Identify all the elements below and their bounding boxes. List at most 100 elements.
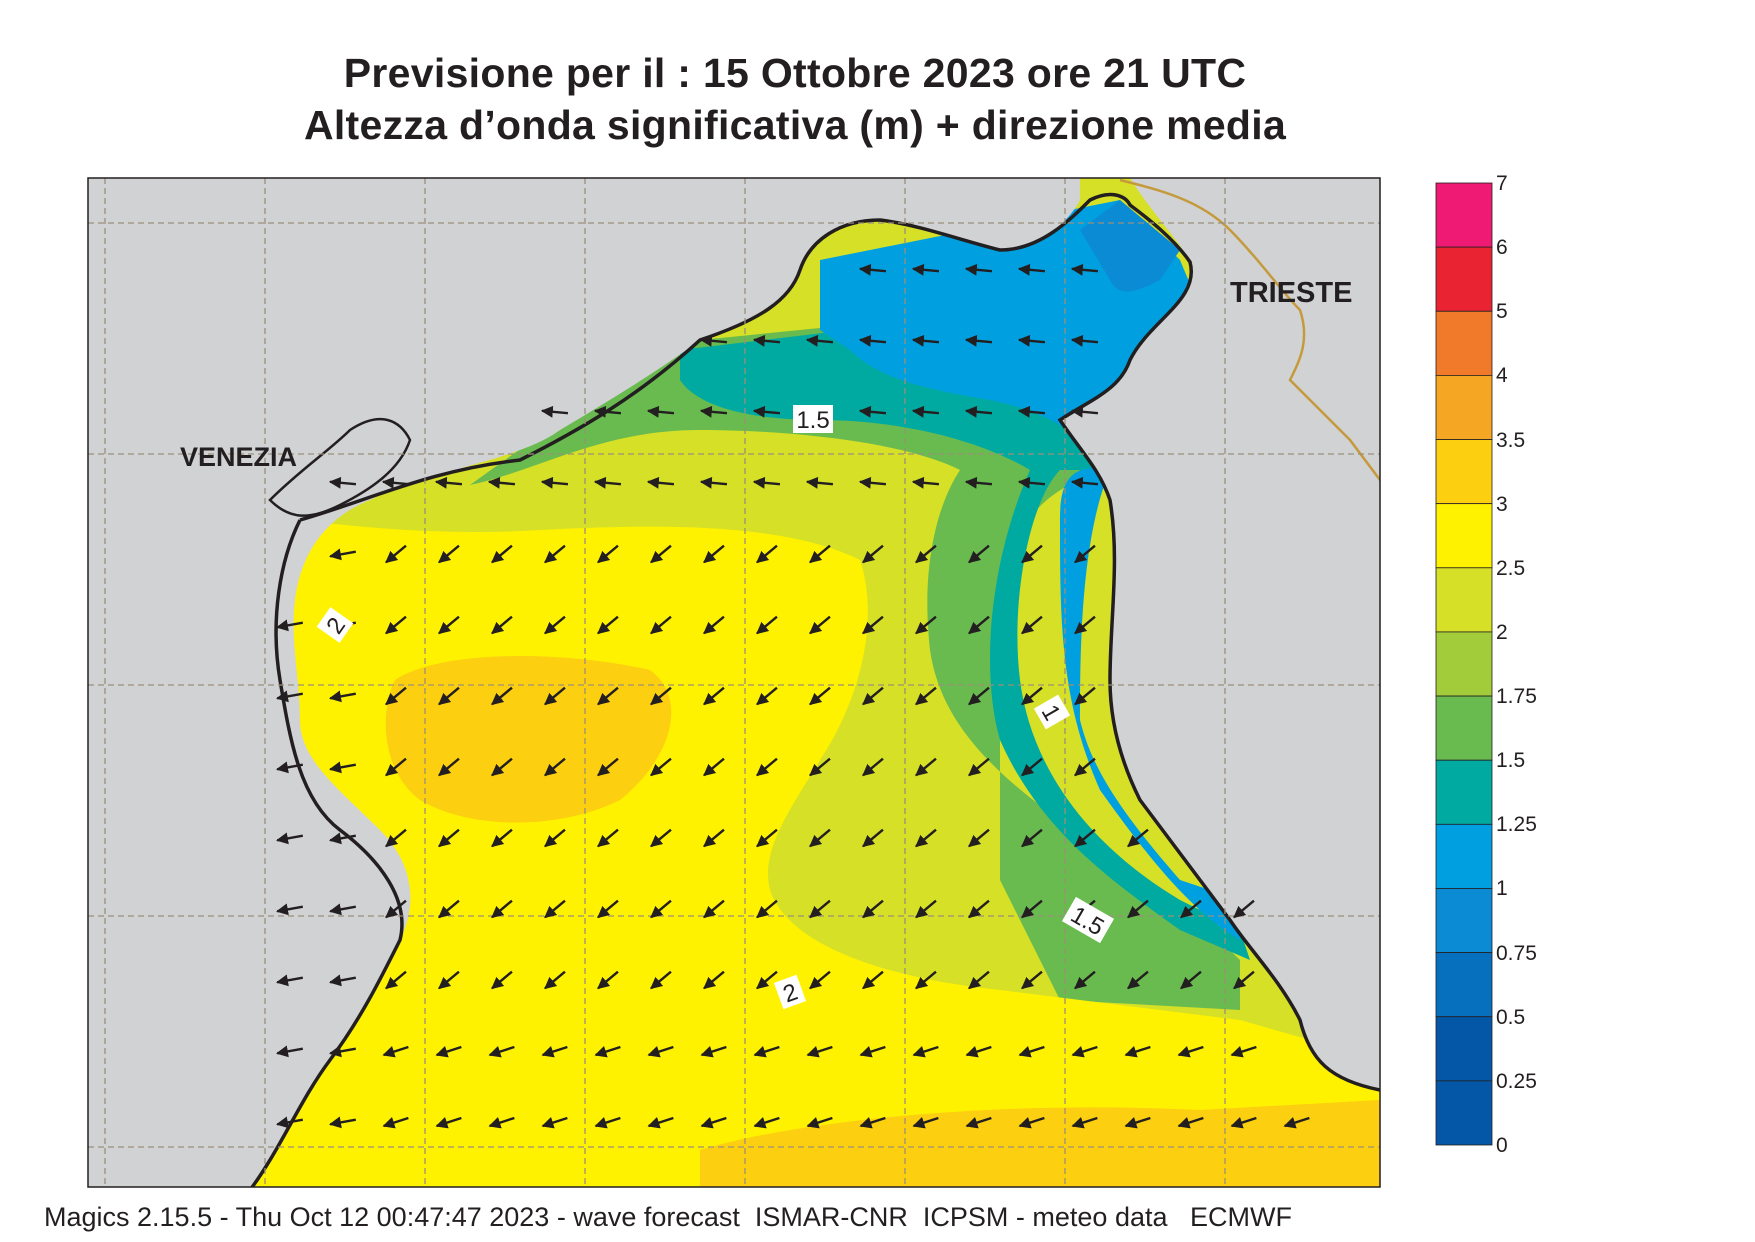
- wave-direction-arrow: [912, 1116, 939, 1129]
- wave-direction-arrow: [491, 970, 513, 990]
- wave-direction-arrow: [756, 899, 778, 919]
- legend-swatch: [1435, 567, 1493, 633]
- legend-tick-label: 4: [1496, 364, 1508, 388]
- wave-direction-arrow: [805, 476, 834, 489]
- wave-direction-arrow: [647, 1116, 674, 1129]
- wave-direction-arrow: [276, 761, 304, 774]
- contour-label: 2: [773, 974, 807, 1010]
- wave-direction-arrow: [858, 334, 887, 347]
- coastline-west: [250, 519, 404, 1187]
- wave-direction-arrow: [1233, 899, 1255, 919]
- footer-credits: Magics 2.15.5 - Thu Oct 12 00:47:47 2023…: [44, 1202, 1292, 1232]
- wave-direction-arrow: [382, 1116, 409, 1129]
- wave-direction-arrow: [488, 1116, 515, 1129]
- wave-direction-arrow: [541, 1116, 568, 1129]
- wave-direction-arrow: [385, 828, 407, 848]
- wave-direction-arrow: [276, 619, 304, 632]
- wave-direction-arrow: [650, 899, 672, 919]
- wave-direction-arrow: [964, 334, 993, 347]
- wave-direction-arrow: [1017, 334, 1046, 347]
- wave-direction-arrow: [911, 476, 940, 489]
- wave-direction-arrow: [434, 476, 463, 489]
- wave-direction-arrow: [1070, 263, 1099, 276]
- wave-direction-arrow: [1021, 544, 1043, 564]
- wave-direction-arrow: [968, 615, 990, 635]
- legend-swatch: [1435, 631, 1493, 697]
- wave-direction-arrow: [438, 828, 460, 848]
- wave-direction-arrow: [544, 899, 566, 919]
- wave-direction-arrow: [809, 970, 831, 990]
- graticule: [88, 178, 1380, 1187]
- wave-direction-arrow: [487, 476, 516, 489]
- wave-direction-arrow: [276, 1116, 304, 1129]
- wave-direction-arrow: [858, 405, 887, 418]
- wave-direction-arrow: [276, 1045, 304, 1058]
- legend-tick-label: 3.5: [1496, 428, 1526, 452]
- wave-direction-arrow: [597, 686, 619, 706]
- wave-direction-arrow: [858, 263, 887, 276]
- wave-direction-arrow: [1018, 1045, 1045, 1058]
- map-frame: [87, 177, 1381, 1188]
- wave-direction-arrow: [1180, 970, 1202, 990]
- city-label-venezia: VENEZIA: [180, 442, 297, 472]
- land-west: [88, 178, 1080, 1187]
- wave-direction-arrow: [329, 1045, 357, 1058]
- wave-direction-arrow: [703, 899, 725, 919]
- wave-direction-arrow: [756, 828, 778, 848]
- wave-direction-arrow: [329, 690, 357, 703]
- contour-label: 1.5: [793, 405, 833, 434]
- wave-direction-arrow: [703, 544, 725, 564]
- title-line-1: Previsione per il : 15 Ottobre 2023 ore …: [343, 50, 1247, 96]
- wave-direction-arrow: [385, 899, 407, 919]
- legend-tick-label: 5: [1496, 300, 1508, 324]
- wave-direction-arrow: [858, 476, 887, 489]
- wave-direction-arrow: [912, 1045, 939, 1058]
- wave-direction-arrow: [328, 476, 357, 489]
- wave-direction-arrow: [703, 757, 725, 777]
- legend-tick-label: 0.75: [1496, 941, 1537, 965]
- wave-direction-arrow: [1017, 476, 1046, 489]
- legend-swatch: [1435, 952, 1493, 1018]
- legend-tick-label: 6: [1496, 236, 1508, 260]
- legend-swatch: [1435, 246, 1493, 312]
- wave-direction-arrow: [385, 757, 407, 777]
- wave-direction-arrow: [385, 970, 407, 990]
- wave-direction-arrow: [699, 334, 728, 347]
- wave-direction-arrow: [1177, 1045, 1204, 1058]
- wave-direction-arrow: [329, 548, 357, 561]
- wave-direction-arrow: [756, 970, 778, 990]
- wave-direction-arrow: [276, 690, 304, 703]
- legend-swatch: [1435, 888, 1493, 954]
- legend-swatch: [1435, 503, 1493, 569]
- legend-swatch: [1435, 439, 1493, 505]
- wave-direction-arrow: [1127, 970, 1149, 990]
- wave-direction-arrow: [593, 476, 622, 489]
- contour-label: 1.5: [1061, 896, 1115, 944]
- wave-direction-arrow: [438, 544, 460, 564]
- wave-direction-arrow: [700, 1045, 727, 1058]
- wave-direction-arrow: [597, 615, 619, 635]
- wave-direction-arrow: [381, 476, 410, 489]
- wave-direction-arrow: [1074, 970, 1096, 990]
- wave-direction-arrow: [915, 899, 937, 919]
- wave-direction-arrow: [646, 476, 675, 489]
- wave-direction-arrow: [859, 1045, 886, 1058]
- wave-direction-arrow: [806, 1116, 833, 1129]
- wave-direction-arrow: [491, 828, 513, 848]
- wave-direction-arrow: [544, 544, 566, 564]
- wave-direction-arrow: [862, 757, 884, 777]
- wave-direction-arrow: [1230, 1045, 1257, 1058]
- wave-direction-arrow: [1021, 828, 1043, 848]
- wave-direction-arrow: [650, 757, 672, 777]
- zone-0.5: [1080, 200, 1180, 292]
- wave-direction-arrow: [594, 1116, 621, 1129]
- wave-direction-arrow: [438, 970, 460, 990]
- direction-arrows: [276, 263, 1310, 1129]
- wave-direction-arrow: [594, 1045, 621, 1058]
- wave-direction-arrow: [597, 899, 619, 919]
- wave-direction-arrow: [1283, 1116, 1310, 1129]
- wave-direction-arrow: [806, 1045, 833, 1058]
- wave-direction-arrow: [1074, 615, 1096, 635]
- legend-tick-label: 2.5: [1496, 556, 1526, 580]
- wave-direction-arrow: [915, 970, 937, 990]
